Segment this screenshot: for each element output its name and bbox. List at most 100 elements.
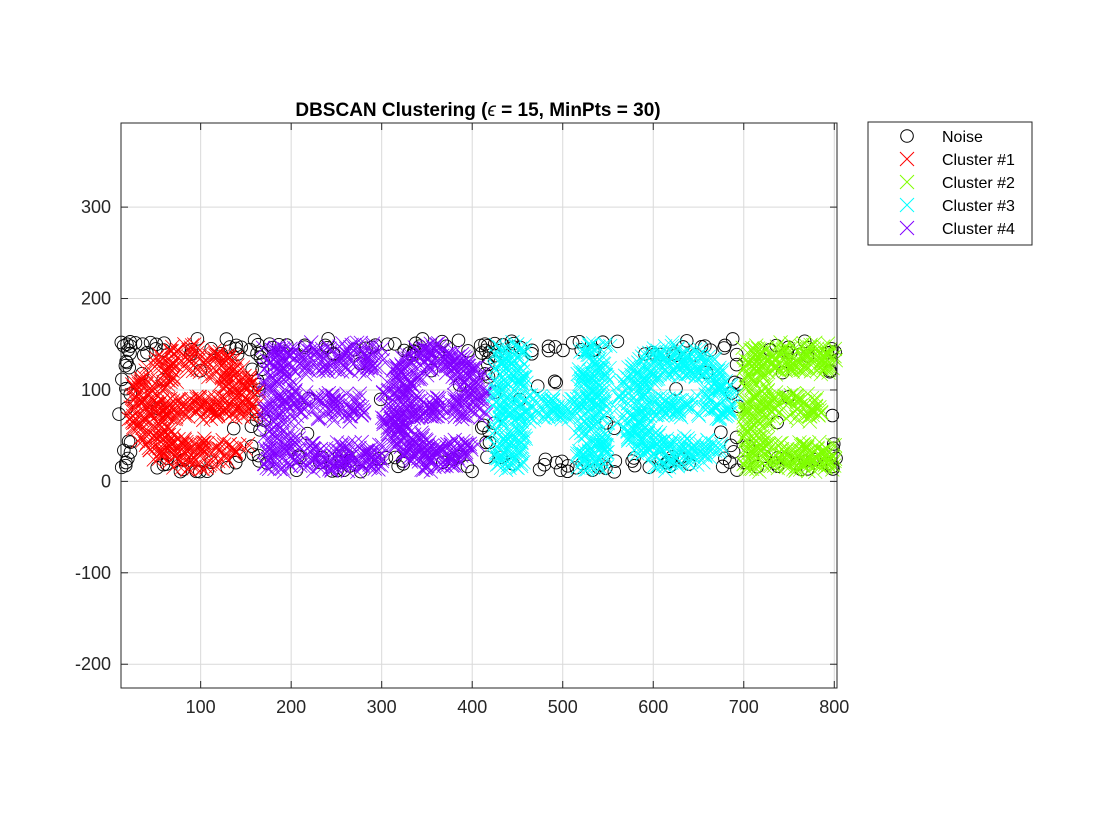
cluster-point-marker: [261, 446, 276, 462]
noise-point-marker: [541, 339, 556, 354]
cluster-point-marker: [681, 366, 696, 382]
cluster-point-marker: [227, 446, 242, 462]
cluster-point-marker: [211, 436, 227, 451]
cluster-point-marker: [770, 460, 786, 476]
cluster-point-marker: [296, 352, 311, 368]
cluster-point-marker: [222, 349, 238, 365]
cluster-point-marker: [138, 399, 153, 415]
cluster-point-marker: [595, 361, 610, 376]
legend-item[interactable]: Cluster #4: [899, 220, 1015, 238]
cluster-point-marker: [656, 363, 672, 379]
cluster-point-marker: [655, 403, 670, 418]
cluster-point-marker: [571, 401, 587, 416]
legend-item[interactable]: Cluster #2: [899, 174, 1015, 192]
cluster-point-marker: [581, 443, 597, 458]
cluster-point-marker: [498, 379, 514, 395]
legend-item[interactable]: Noise: [900, 129, 983, 146]
cluster-point-marker: [587, 430, 603, 445]
cluster-point-marker: [227, 389, 243, 405]
cluster-point-marker: [744, 343, 760, 358]
cluster-point-marker: [175, 396, 190, 412]
noise-point-marker: [607, 465, 622, 479]
cluster-point-marker: [453, 454, 468, 470]
cluster-point-marker: [629, 397, 645, 413]
cluster-point-marker: [206, 449, 222, 464]
cluster-point-marker: [667, 435, 682, 451]
noise-point-marker: [724, 438, 738, 453]
cluster-point-marker: [659, 345, 675, 360]
cluster-point-marker: [273, 388, 289, 404]
cluster-point-marker: [409, 343, 424, 358]
cluster-point-marker: [276, 413, 291, 428]
y-tick-label: -200: [75, 654, 111, 674]
chart-title: DBSCAN Clustering (ϵ = 15, MinPts = 30): [295, 100, 660, 121]
cluster-point-marker: [788, 463, 803, 478]
cluster-point-marker: [359, 360, 375, 375]
cluster-point-marker: [809, 390, 825, 406]
cluster-point-marker: [812, 360, 828, 376]
cluster-point-marker: [592, 392, 608, 408]
cluster-point-marker: [164, 339, 180, 355]
legend-item[interactable]: Cluster #1: [899, 151, 1015, 169]
noise-point-marker: [234, 340, 249, 354]
cluster-point-marker: [488, 411, 503, 427]
cluster-point-marker: [295, 392, 311, 407]
cluster-point-marker: [286, 428, 301, 443]
cluster-point-marker: [493, 410, 509, 426]
cluster-point-marker: [227, 386, 243, 402]
noise-point-marker: [715, 459, 730, 474]
cluster-point-marker: [577, 423, 592, 439]
cluster-point-marker: [516, 431, 531, 447]
cluster-point-marker: [655, 391, 671, 406]
cluster-point-marker: [478, 407, 494, 422]
noise-point-marker: [725, 332, 740, 346]
cluster-point-marker: [572, 446, 588, 462]
cluster-point-marker: [394, 358, 410, 374]
cluster-point-marker: [670, 394, 685, 410]
cluster-point-marker: [447, 360, 462, 376]
cluster-point-marker: [339, 440, 355, 456]
cluster-point-marker: [453, 378, 469, 394]
cluster-point-marker: [398, 420, 414, 435]
cluster-point-marker: [153, 429, 168, 445]
noise-point-marker: [255, 362, 269, 376]
cluster-point-marker: [588, 424, 604, 440]
noise-point-marker: [220, 461, 234, 475]
cluster-point-marker: [457, 396, 472, 412]
cluster-point-marker: [712, 381, 728, 396]
cluster-point-marker: [284, 448, 299, 463]
noise-point-marker: [112, 407, 126, 421]
cluster-point-marker: [273, 359, 289, 374]
cluster-point-marker: [216, 437, 232, 452]
cluster-point-marker: [636, 351, 652, 366]
cluster-point-marker: [220, 368, 235, 383]
cluster-point-marker: [677, 395, 692, 411]
cluster-point-marker: [273, 389, 289, 405]
legend-item[interactable]: Cluster #3: [899, 197, 1015, 215]
cluster-point-marker: [624, 429, 639, 444]
cluster-point-marker: [500, 389, 516, 404]
cluster-point-marker: [571, 379, 586, 395]
cluster-point-marker: [795, 437, 811, 453]
cluster-point-marker: [738, 401, 753, 417]
cluster-point-marker: [393, 439, 409, 455]
cluster-point-marker: [757, 448, 773, 463]
cluster-point-marker: [210, 408, 226, 423]
cluster-point-marker: [150, 372, 166, 388]
cluster-point-marker: [675, 442, 691, 458]
cluster-point-marker: [790, 401, 805, 417]
cluster-point-marker: [134, 412, 150, 428]
cluster-point-marker: [736, 419, 752, 434]
cluster-point-marker: [179, 436, 195, 452]
noise-point-marker: [530, 379, 545, 393]
cluster-point-marker: [643, 392, 659, 407]
cluster-point-marker: [356, 356, 372, 371]
cluster-point-marker: [496, 376, 511, 392]
cluster-point-marker: [688, 369, 703, 385]
cluster-point-marker: [383, 398, 398, 413]
cluster-point-marker: [342, 414, 357, 429]
cluster-point-marker: [376, 414, 391, 429]
legend[interactable]: Noise Cluster #1 Cluster #2 Cluster #3 Clust…: [867, 121, 1033, 246]
cluster-point-marker: [444, 458, 459, 473]
cluster-point-marker: [282, 377, 297, 393]
